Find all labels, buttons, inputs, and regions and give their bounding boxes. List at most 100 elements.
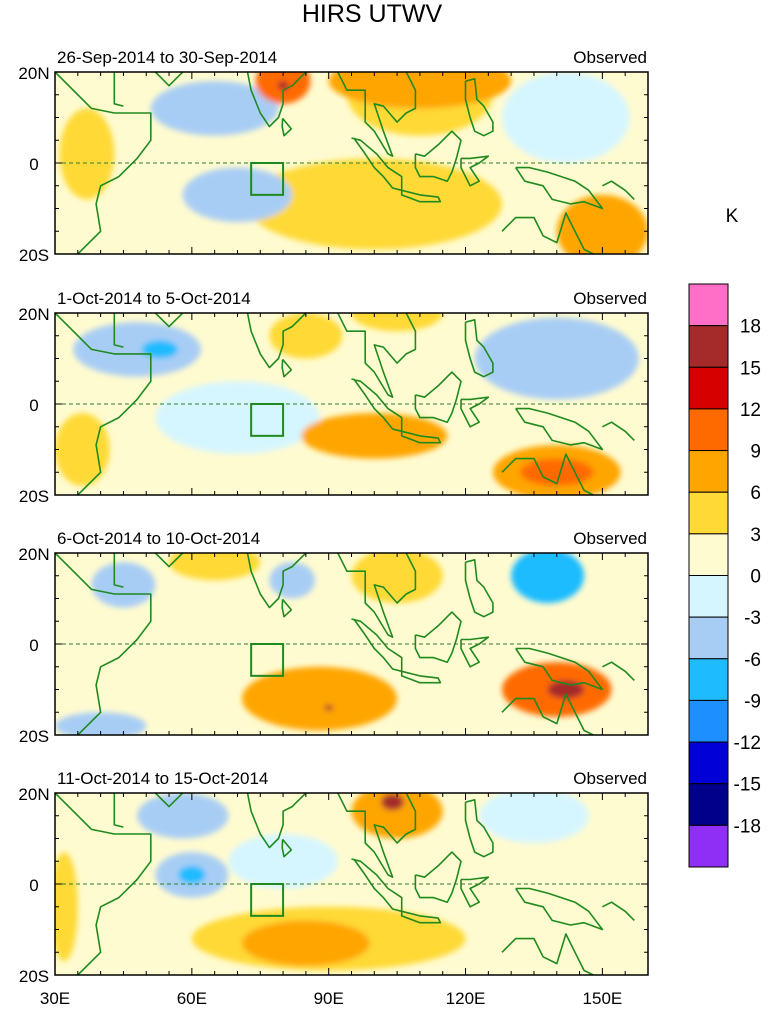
coastline	[515, 407, 604, 451]
colorbar-label: -3	[744, 608, 761, 629]
y-tick-label: 20N	[18, 785, 49, 804]
colorbar-swatch	[688, 658, 729, 701]
colorbar-swatch	[688, 366, 729, 410]
colorbar-swatch	[688, 491, 729, 535]
anomaly-blob	[182, 167, 293, 223]
coastline	[337, 72, 417, 157]
coastline	[602, 661, 635, 681]
coastline	[515, 887, 604, 931]
anomaly-blob	[178, 865, 206, 885]
colorbar-label: 0	[750, 567, 761, 588]
study-box	[250, 643, 285, 677]
anomaly-blob	[59, 108, 115, 200]
coastline	[501, 693, 594, 735]
anomaly-blob	[242, 666, 398, 731]
coastline	[602, 421, 635, 441]
colorbar-label: 18	[740, 317, 761, 338]
coastline	[464, 78, 494, 137]
colorbar-swatch	[688, 283, 729, 327]
coastline	[337, 553, 417, 638]
panels: 20N 0 20S 26-Sep-2014 to 30-Sep-2014 Observe…	[18, 48, 649, 986]
anomaly-blob	[155, 381, 320, 455]
colorbar-swatch	[688, 450, 729, 493]
colorbar-label: -18	[734, 816, 761, 837]
y-tick-label: 0	[29, 155, 38, 174]
anomaly-blob	[137, 793, 229, 839]
colorbar-swatch	[688, 533, 729, 576]
anomaly-blob	[55, 712, 147, 735]
anomaly-blob	[55, 413, 110, 486]
coastline	[55, 72, 152, 254]
study-box	[250, 162, 285, 196]
coastline	[464, 319, 494, 378]
x-tick-label: 90E	[314, 989, 344, 1008]
anomaly-blob	[520, 458, 594, 486]
y-tick-label: 0	[29, 636, 38, 655]
coastline	[219, 313, 307, 369]
coastline	[460, 636, 490, 668]
colorbar-swatch	[688, 824, 729, 868]
y-tick-label: 20S	[19, 246, 49, 265]
colorbar-swatch	[688, 616, 729, 660]
anomaly-blob	[269, 313, 343, 359]
coastline	[464, 559, 494, 618]
coastline	[154, 313, 184, 328]
coastline	[515, 166, 604, 210]
coastline	[55, 793, 152, 975]
anomaly-blob	[228, 833, 338, 889]
panel-3: 20N 0 20S 6-Oct-2014 to 10-Oct-2014 Observed	[18, 529, 649, 746]
anomaly-blob	[246, 158, 503, 250]
y-tick-label: 20S	[19, 967, 49, 986]
coastlines	[55, 72, 635, 254]
coastline	[219, 553, 307, 609]
anomaly-blob	[73, 322, 201, 377]
coastline	[501, 453, 594, 495]
y-tick-label: 0	[29, 396, 38, 415]
panel-date-range: 6-Oct-2014 to 10-Oct-2014	[57, 529, 260, 548]
x-tick-label: 60E	[177, 989, 207, 1008]
study-box	[250, 403, 285, 437]
colorbar-label: 6	[750, 483, 761, 504]
coastlines	[55, 313, 635, 495]
anomaly-blob	[479, 793, 589, 844]
colorbar: K 18 15 12 9 6 3 0 -3 -6 -9 -12 -15 -18	[688, 206, 761, 868]
coastlines	[55, 553, 635, 735]
coastline	[460, 876, 490, 908]
coastline	[400, 670, 442, 684]
anomaly-blob	[141, 340, 179, 359]
coastline	[400, 430, 442, 444]
panel-source-label: Observed	[573, 769, 647, 788]
anomaly-blob	[150, 81, 279, 136]
coastline	[501, 933, 594, 975]
coastline	[337, 793, 417, 878]
anomaly-blob	[381, 793, 404, 811]
colorbar-label: 12	[740, 400, 761, 421]
panel-source-label: Observed	[573, 48, 647, 67]
anomaly-blob	[556, 194, 648, 254]
colorbar-label: -12	[734, 733, 761, 754]
anomaly-blob	[242, 920, 370, 966]
anomaly-field	[55, 793, 648, 975]
colorbar-swatch	[688, 741, 729, 785]
coastline	[400, 189, 442, 203]
anomaly-blob	[301, 413, 448, 459]
colorbar-swatch	[688, 575, 729, 618]
coastline	[281, 598, 293, 618]
coastline	[55, 553, 152, 735]
y-tick-label: 20S	[19, 727, 49, 746]
anomaly-blob	[351, 553, 443, 604]
y-tick-label: 20N	[18, 64, 49, 83]
colorbar-label: -15	[734, 775, 761, 796]
x-tick-label: 120E	[446, 989, 486, 1008]
panel-source-label: Observed	[573, 289, 647, 308]
coastline	[219, 72, 307, 128]
colorbar-label: 9	[750, 442, 761, 463]
coastline	[460, 396, 490, 428]
coastline	[154, 793, 184, 808]
coastlines	[55, 793, 635, 975]
anomaly-field	[55, 313, 648, 495]
colorbar-swatch	[688, 325, 729, 368]
coastline	[460, 155, 490, 187]
coastline	[281, 117, 293, 137]
y-tick-label: 20S	[19, 487, 49, 506]
